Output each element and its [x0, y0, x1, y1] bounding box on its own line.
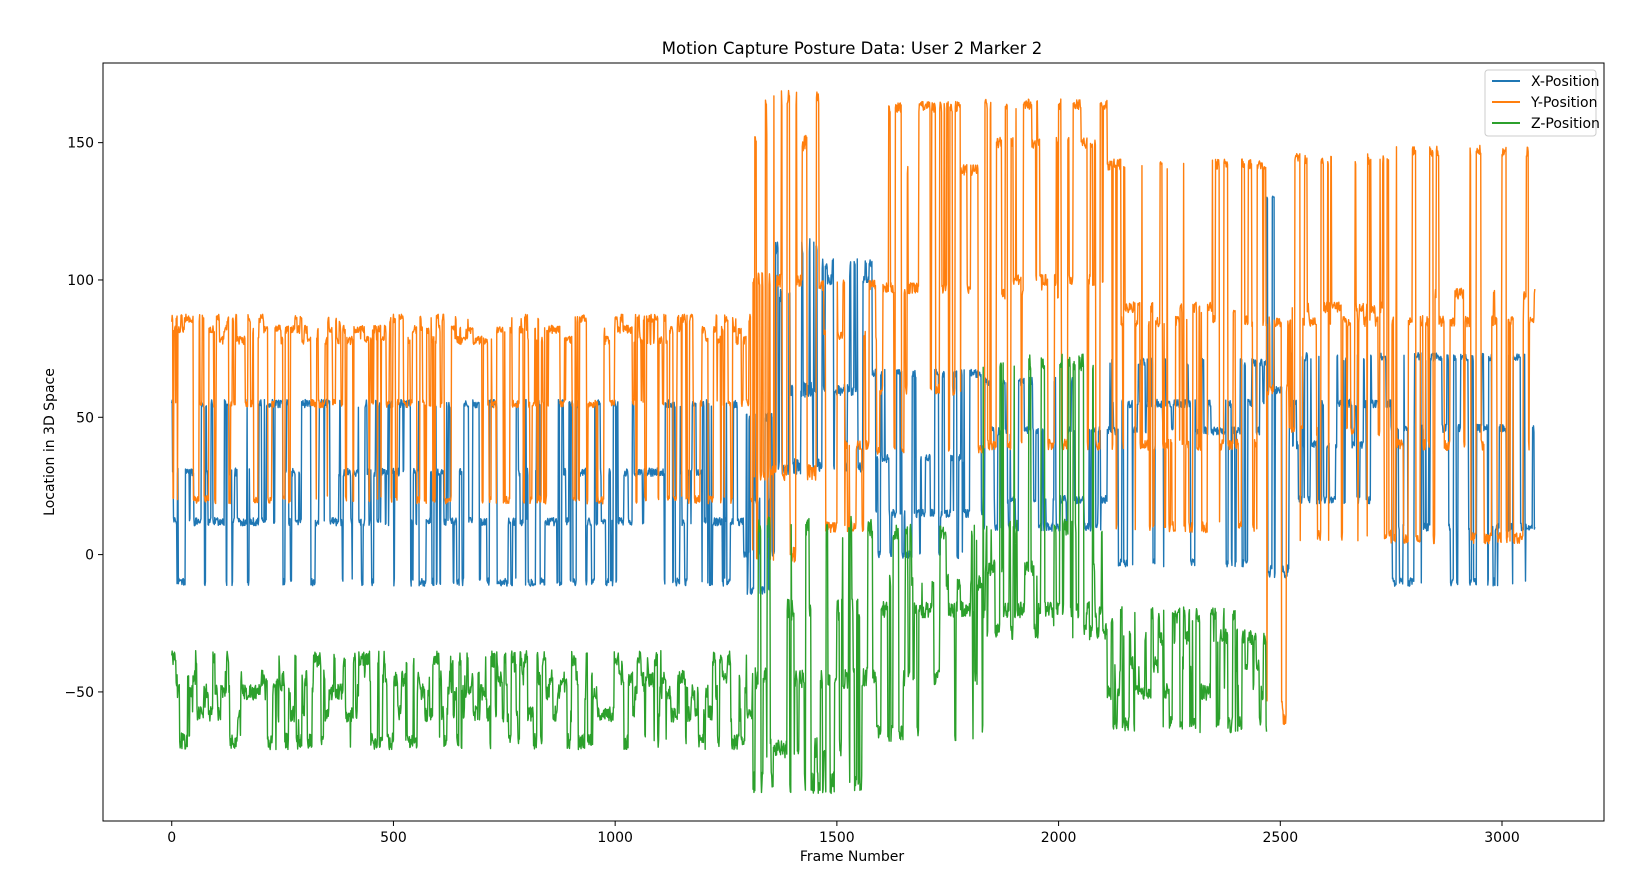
legend-label: X-Position: [1531, 74, 1599, 90]
y-tick-label: 50: [76, 410, 94, 426]
y-tick-label: 0: [85, 548, 94, 564]
x-tick-label: 500: [380, 830, 407, 846]
x-tick-label: 0: [167, 830, 176, 846]
plot-frame: [102, 62, 1605, 822]
y-tick-label: 150: [67, 136, 94, 152]
chart-title: Motion Capture Posture Data: User 2 Mark…: [662, 39, 1042, 58]
x-tick-label: 2000: [1041, 830, 1077, 846]
y-axis: −50 0 50 100 150: [64, 136, 103, 701]
plot-area: [171, 89, 1536, 795]
x-axis-label: Frame Number: [800, 849, 905, 865]
legend: X-Position Y-Position Z-Position: [1484, 69, 1600, 137]
y-axis-label: Location in 3D Space: [42, 368, 58, 516]
x-tick-label: 2500: [1262, 830, 1298, 846]
x-tick-label: 1000: [597, 830, 633, 846]
x-tick-label: 3000: [1484, 830, 1520, 846]
legend-label: Y-Position: [1530, 95, 1597, 111]
y-tick-label: −50: [64, 685, 94, 701]
series-line-z-position: [171, 353, 1268, 795]
series-line-y-position: [171, 89, 1536, 726]
legend-label: Z-Position: [1531, 116, 1600, 132]
legend-box: [1484, 69, 1597, 137]
x-axis: 0 500 1000 1500 2000 2500 3000: [167, 821, 1520, 846]
series-line-x-position: [171, 195, 1536, 595]
y-tick-label: 100: [67, 273, 94, 289]
x-tick-label: 1500: [819, 830, 855, 846]
